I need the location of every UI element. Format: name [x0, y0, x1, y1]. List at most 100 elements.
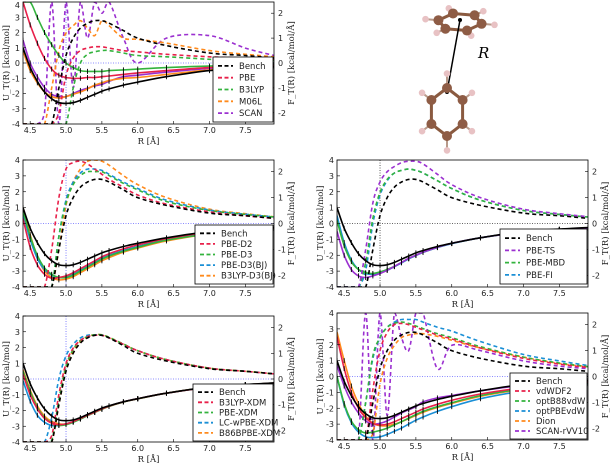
x-tick-label: 5.5	[96, 289, 109, 298]
y-right-tick-label: 0	[592, 220, 597, 229]
x-tick-label: 7.0	[517, 289, 530, 298]
x-tick-label: 5.5	[410, 289, 423, 298]
y-left-tick-label: -3	[326, 420, 334, 429]
force-line-PBE-D2	[23, 160, 274, 287]
y-left-tick-label: 2	[329, 341, 334, 350]
y-left-tick-label: -1	[12, 74, 20, 83]
legend: BenchvdWDF2optB88vdWoptPBEvdWDionSCAN-rV…	[509, 372, 589, 440]
y-left-tick-label: -2	[12, 407, 20, 416]
carbon-atom	[426, 119, 437, 129]
force-line-vdWDF2	[337, 322, 588, 440]
x-tick-label: 6.5	[481, 289, 494, 298]
y-right-tick-label: 0	[278, 59, 283, 68]
legend-entry: B3LYP-D3(BJ)	[221, 272, 276, 282]
force-line-B3LYP-D3(BJ)	[23, 160, 274, 287]
hydrogen-atom	[468, 127, 476, 135]
molecule-distance-label: R	[477, 44, 489, 62]
force-line-Bench	[23, 334, 274, 442]
y-right-axis-label: F_T(R) [kcal/mol/Å]	[599, 182, 611, 266]
y-right-tick-label: -2	[278, 109, 286, 118]
y-left-tick-label: 1	[15, 204, 20, 213]
plot-area	[23, 2, 274, 124]
x-tick-label: 5.5	[96, 126, 109, 135]
chart-panel-middle-right: 4.5 5.0 5.5 6.0 6.5 7.0 7.5 -4 -3 -2 -1 0 1 2 3 4 -2 -1 0 1…	[315, 156, 611, 310]
legend-entry: PBE-MBD	[526, 259, 566, 269]
y-left-tick-label: 2	[15, 188, 20, 197]
y-left-tick-label: 4	[15, 312, 20, 321]
x-tick-label: 5.5	[96, 444, 109, 453]
y-left-tick-label: 3	[329, 172, 334, 181]
y-right-tick-label: -2	[592, 424, 600, 433]
legend-entry: B86BPBE-XDM	[219, 429, 280, 439]
y-left-tick-label: 3	[15, 172, 20, 181]
y-left-tick-label: -4	[326, 283, 334, 292]
legend-entry: SCAN	[239, 109, 263, 119]
x-tick-label: 5.5	[410, 442, 423, 451]
carbon-atom	[442, 131, 452, 141]
chart-panel-middle-left: 4.5 5.0 5.5 6.0 6.5 7.0 7.5 -4 -3 -2 -1 0 1 2 3 4 -2 -1 0 1…	[1, 156, 297, 310]
x-tick-label: 7.5	[553, 442, 566, 451]
y-left-tick-label: 2	[329, 188, 334, 197]
y-right-axis-label: F_T(R) [kcal/mol/Å]	[285, 182, 297, 266]
benzene-dimer-molecule	[418, 5, 498, 154]
legend-entry: Bench	[526, 234, 553, 244]
y-left-tick-label: 1	[329, 357, 334, 366]
y-right-tick-label: 1	[278, 194, 283, 203]
chart-panel-bottom-left: 4.5 5.0 5.5 6.0 6.5 7.0 7.5 -4 -3 -2 -1 0 1 2 3 4 -2 -1 0 1…	[1, 312, 297, 465]
legend-entry: optPBEvdW	[536, 407, 586, 417]
y-left-tick-label: 1	[15, 44, 20, 53]
legend-entry: PBE-D3	[221, 251, 252, 261]
carbon-atom	[476, 18, 487, 29]
y-left-tick-label: 0	[15, 59, 20, 68]
x-tick-label: 7.5	[553, 289, 566, 298]
y-left-tick-label: 4	[15, 156, 20, 165]
legend-entry: B3LYP	[239, 86, 264, 96]
x-tick-label: 6.5	[167, 126, 180, 135]
legend-entry: LC-wPBE-XDM	[219, 419, 278, 429]
y-left-tick-label: -3	[12, 105, 20, 114]
legend-entry: Bench	[536, 377, 563, 387]
hydrogen-atom	[443, 70, 451, 77]
y-left-tick-label: 3	[15, 328, 20, 337]
carbon-atom	[433, 15, 444, 26]
y-left-tick-label: 4	[329, 309, 334, 318]
x-tick-label: 5.0	[374, 289, 387, 298]
y-left-tick-label: -2	[12, 90, 20, 99]
chart-panel-bottom-right: 4.5 5.0 5.5 6.0 6.5 7.0 7.5 -4 -3 -2 -1 0 1 2 3 4 -2 -1 0 1…	[315, 309, 611, 463]
plot-area	[23, 160, 274, 287]
y-right-tick-label: 0	[278, 220, 283, 229]
force-line-B3LYP-XDM	[23, 334, 274, 442]
force-line-PBE-D3	[23, 170, 274, 287]
y-left-tick-label: 3	[329, 325, 334, 334]
force-line-B3LYP	[23, 49, 274, 124]
carbon-atom	[440, 23, 451, 34]
y-left-tick-label: -2	[12, 251, 20, 260]
y-left-tick-label: -2	[326, 251, 334, 260]
y-right-tick-label: -2	[278, 426, 286, 435]
force-line-Bench	[337, 178, 588, 287]
y-left-tick-label: 0	[329, 373, 334, 382]
x-tick-label: 7.0	[203, 444, 216, 453]
y-right-tick-label: 0	[592, 373, 597, 382]
plot-area	[337, 160, 588, 287]
force-line-PBE-MBD	[337, 168, 588, 287]
force-line-SCAN-rVV10	[337, 313, 588, 440]
x-tick-label: 6.0	[131, 444, 144, 453]
y-right-axis-label: F_T(R) [kcal/mol/Å]	[285, 21, 297, 105]
hydrogen-atom	[418, 127, 426, 135]
y-left-tick-label: 0	[15, 220, 20, 229]
y-left-axis-label: U_T(R) [kcal/mol]	[315, 339, 326, 415]
chart-panel-top-left: 4.5 5.0 5.5 6.0 6.5 7.0 7.5 -4 -3 -2 -1 0 1 2 3 4 -2 -1 0 1…	[1, 1, 297, 147]
x-tick-label: 6.5	[167, 289, 180, 298]
y-right-tick-label: 1	[278, 34, 283, 43]
y-right-tick-label: 0	[278, 375, 283, 384]
legend: BenchB3LYP-XDMPBE-XDMLC-wPBE-XDMB86BPBE-…	[192, 383, 280, 442]
plot-area	[337, 313, 588, 440]
y-left-tick-label: 3	[15, 13, 20, 22]
y-right-tick-label: -1	[592, 398, 600, 407]
centroid-dot	[458, 18, 462, 22]
legend-entry: PBE-D3(BJ)	[221, 261, 267, 271]
force-line-Dion	[337, 332, 588, 440]
x-tick-label: 6.0	[445, 289, 458, 298]
x-tick-label: 7.5	[239, 289, 252, 298]
